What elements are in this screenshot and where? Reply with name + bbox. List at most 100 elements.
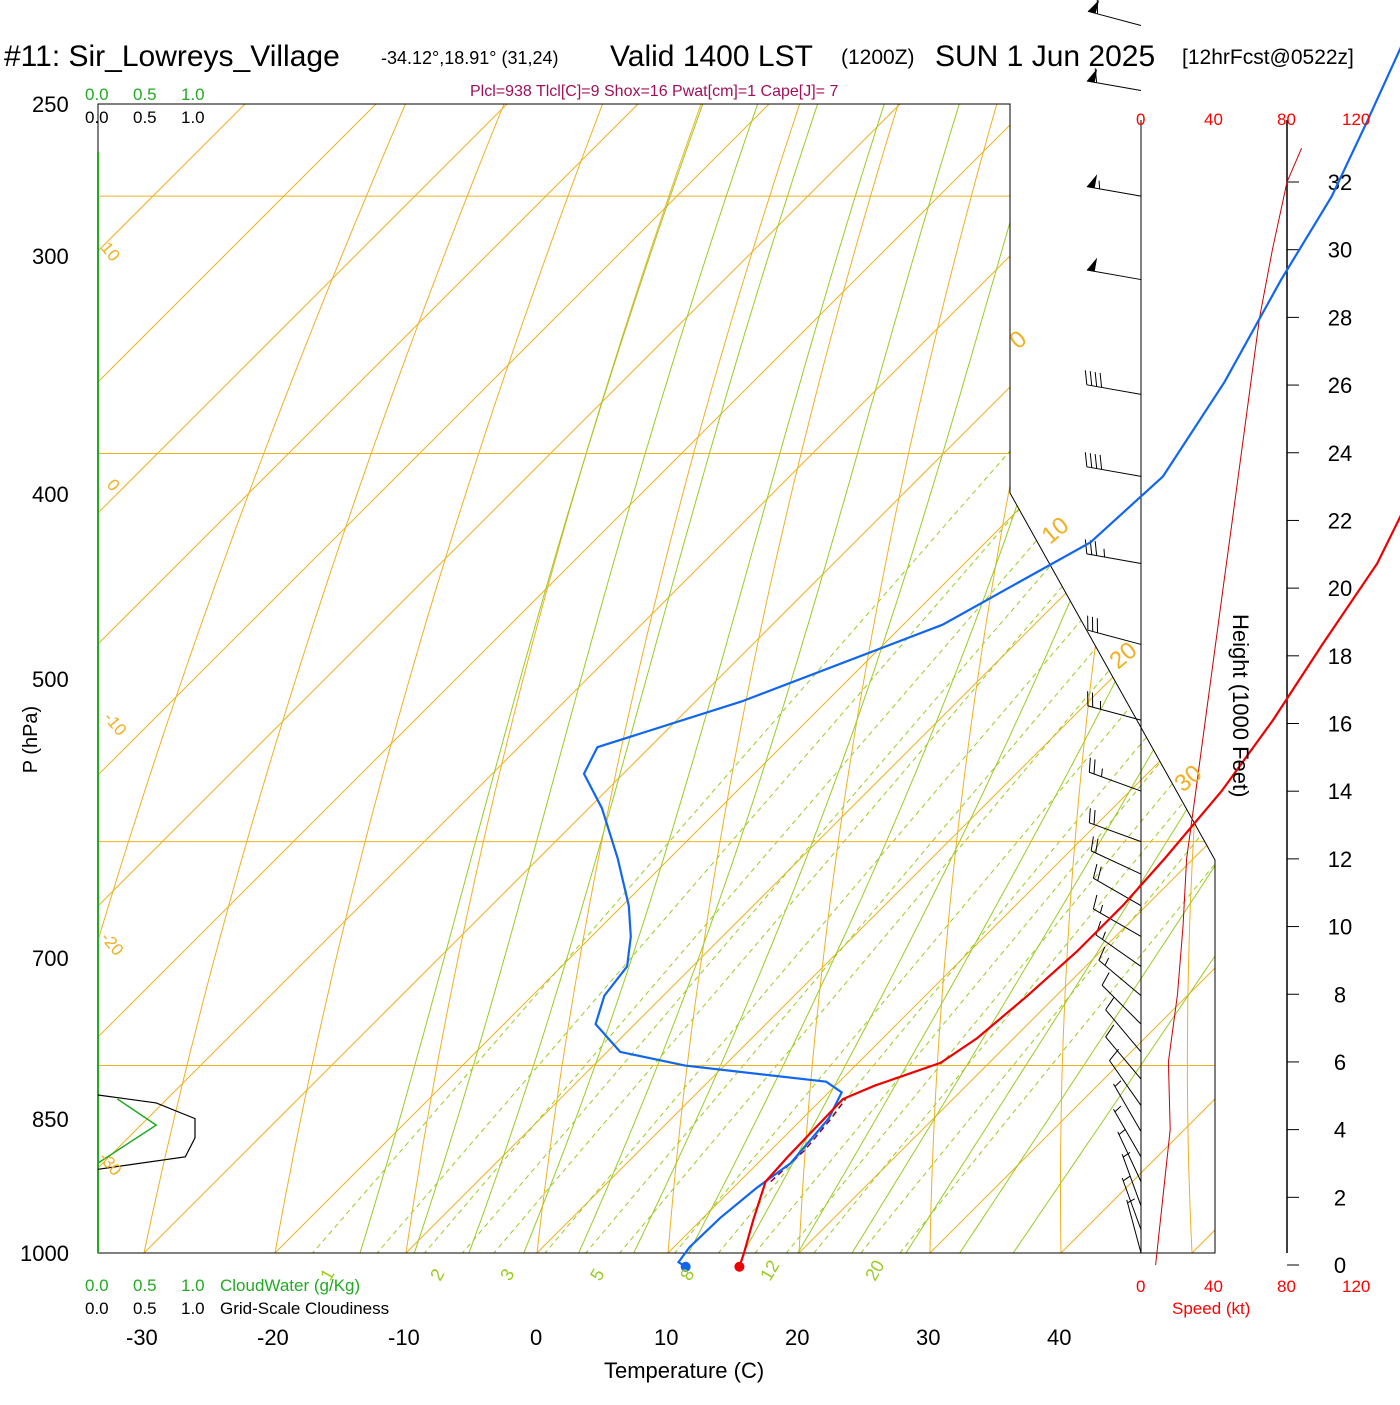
station-coords: -34.12°,18.91° (31,24) [381,48,559,69]
dry-adiabat-line [1061,0,1334,1320]
temp-tick-40: 40 [1047,1325,1071,1351]
wind-barb [1088,0,1141,26]
moist-adiabat-line [653,0,1296,1320]
station-title: #11: Sir_Lowreys_Village [4,40,340,74]
mixing-ratio-label: 5 [586,1265,608,1284]
dry-adiabat-line [1310,0,1400,1320]
dry-adiabat-line [397,0,898,1320]
dry-adiabat-line [530,0,985,1320]
isotherm-label: 10 [1037,512,1075,550]
isotherm-label: -30 [95,1148,125,1179]
wind-barb [1091,836,1141,874]
height-tick-label: 32 [1328,170,1352,195]
pressure-tick-500: 500 [32,667,69,693]
mixing-ratio-line [855,196,1400,1309]
speed-bottom-40: 40 [1204,1277,1223,1297]
mixing-ratio-line [740,196,1400,1309]
wind-barb [1114,1081,1142,1132]
mixing-ratio-line [709,196,1400,1309]
cloudiness-top-0: 0.0 [85,108,109,128]
height-tick-label: 18 [1328,644,1352,669]
height-tick-label: 6 [1334,1050,1346,1075]
mixing-ratio-line [672,196,1400,1309]
temp-tick-minus20: -20 [257,1325,289,1351]
wind-barb [1102,972,1141,1024]
height-tick-label: 30 [1328,238,1352,263]
cloudwater-label: CloudWater (g/Kg) [220,1276,360,1296]
date-label: SUN 1 Jun 2025 [935,40,1155,74]
temp-tick-10: 10 [654,1325,678,1351]
speed-top-120: 120 [1342,110,1370,130]
moist-adiabat-line [548,0,1129,1320]
isotherm-label: 10 [97,238,124,265]
wind-barb [1089,808,1141,841]
isotherm-label: 20 [1105,637,1143,675]
isotherm-line [1136,0,1400,1309]
temp-tick-minus30: -30 [126,1325,158,1351]
wind-barb [1122,1176,1141,1229]
mixing-ratio-line [377,196,1335,1309]
isotherm-label: 0 [103,475,124,494]
dry-adiabat-line [0,0,636,1320]
wind-barb [1114,1106,1142,1157]
temp-tick-minus10: -10 [388,1325,420,1351]
pressure-tick-700: 700 [32,946,69,972]
height-tick-label: 22 [1328,508,1352,533]
moist-adiabat-line [706,0,1400,1320]
mixing-ratio-line [628,196,1400,1309]
wind-barb [1127,1199,1141,1253]
temp-tick-30: 30 [916,1325,940,1351]
plot-area [0,0,1400,1320]
valid-label: Valid 1400 LST [610,40,813,74]
cloudiness-top-05: 0.5 [133,108,157,128]
height-axis-label: Height (1000 Feet) [1227,614,1253,784]
speed-bottom-120: 120 [1342,1277,1370,1297]
pressure-tick-250: 250 [32,92,69,118]
mixing-ratio-line [264,196,1233,1309]
wind-barb [1085,370,1141,394]
speed-top-0: 0 [1136,110,1145,130]
mixing-ratio-line [498,196,1400,1309]
mixing-ratio-line [573,196,1400,1309]
pressure-tick-300: 300 [32,244,69,270]
speed-top-40: 40 [1204,110,1223,130]
cloudiness-bottom-05: 0.5 [133,1299,157,1319]
mixing-ratio-line [446,196,1397,1309]
height-tick-label: 10 [1328,915,1352,940]
height-tick-label: 24 [1328,441,1352,466]
dewpoint-line [584,0,1400,1267]
isotherm-label: -20 [97,928,127,959]
mixing-ratio-label: 12 [756,1257,783,1284]
speed-top-80: 80 [1277,110,1296,130]
mixing-ratio-label: 2 [426,1265,448,1284]
wind-barb [1106,1025,1141,1079]
mixing-ratio-label: 3 [496,1265,518,1284]
wind-barb [1087,258,1141,280]
pressure-tick-1000: 1000 [20,1241,69,1267]
utc-label: (1200Z) [841,46,915,70]
surface-temperature-dot [734,1262,744,1272]
height-tick-label: 0 [1334,1253,1346,1278]
dry-adiabat-line [1187,0,1400,1320]
cloudiness-label: Grid-Scale Cloudiness [220,1299,389,1319]
speed-bottom-0: 0 [1136,1277,1145,1297]
height-tick-label: 26 [1328,373,1352,398]
temp-tick-20: 20 [785,1325,809,1351]
cloudwater-top-1: 1.0 [181,85,205,105]
isotherm-label: 30 [1170,760,1208,798]
forecast-label: [12hrFcst@0522z] [1182,46,1354,70]
cloudiness-bottom-0: 0.0 [85,1299,109,1319]
cloudwater-bottom-05: 0.5 [133,1276,157,1296]
height-tick-label: 20 [1328,576,1352,601]
wind-barb [1085,452,1141,476]
wind-barb [1088,616,1141,645]
isotherm-label: -10 [100,708,130,739]
height-tick-label: 4 [1334,1118,1346,1143]
cloudiness-top-1: 1.0 [181,108,205,128]
height-tick-label: 12 [1328,847,1352,872]
dry-adiabat-line [930,0,1247,1320]
mixing-ratio-label: 20 [861,1257,888,1284]
moist-adiabat-line [444,0,1003,1320]
